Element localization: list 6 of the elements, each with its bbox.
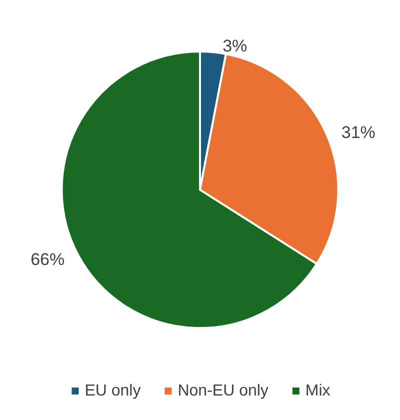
legend-label: EU only [84,382,141,400]
legend-label: Mix [305,382,330,400]
data-label: 3% [222,36,248,56]
data-label: 31% [341,123,376,142]
legend-label: Non-EU only [178,382,268,400]
data-label: 66% [30,250,65,269]
